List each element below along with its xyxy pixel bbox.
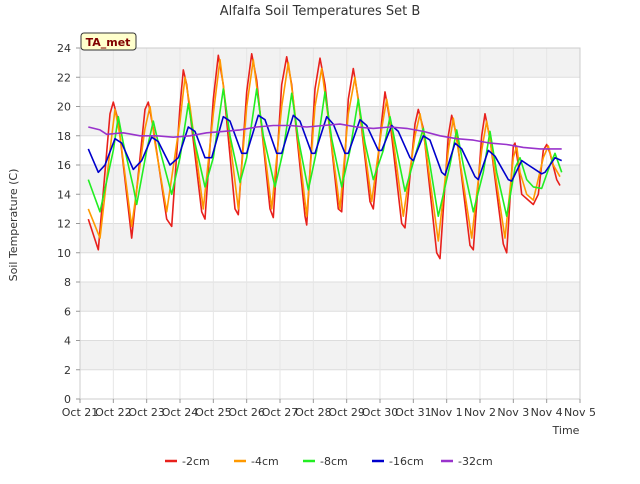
- legend-label: -2cm: [182, 455, 210, 468]
- x-tick-label: Nov 2: [464, 406, 496, 419]
- plot-band: [80, 48, 580, 78]
- legend-label: -8cm: [320, 455, 348, 468]
- y-tick-label: 6: [64, 305, 71, 318]
- y-tick-label: 22: [57, 71, 71, 84]
- y-tick-label: 14: [57, 188, 71, 201]
- y-tick-label: 2: [64, 364, 71, 377]
- x-tick-label: Oct 26: [228, 406, 265, 419]
- x-tick-label: Oct 29: [328, 406, 365, 419]
- x-tick-label: Nov 3: [497, 406, 529, 419]
- legend-label: -32cm: [458, 455, 493, 468]
- series-line: [87, 58, 561, 242]
- legend-label: -4cm: [251, 455, 279, 468]
- y-tick-label: 18: [57, 130, 71, 143]
- x-tick-label: Nov 5: [564, 406, 596, 419]
- plot-band: [80, 223, 580, 253]
- series-line: [87, 52, 561, 260]
- x-tick-label: Oct 24: [162, 406, 199, 419]
- legend-label: -16cm: [389, 455, 424, 468]
- y-tick-label: 16: [57, 159, 71, 172]
- x-tick-label: Oct 30: [362, 406, 399, 419]
- plot-band: [80, 340, 580, 370]
- badge-label: TA_met: [86, 36, 131, 49]
- chart-title: Alfalfa Soil Temperatures Set B: [220, 4, 421, 19]
- x-tick-label: Oct 22: [95, 406, 132, 419]
- x-axis-label: Time: [552, 424, 580, 437]
- y-tick-label: 8: [64, 276, 71, 289]
- y-tick-label: 24: [57, 42, 71, 55]
- x-tick-label: Oct 28: [295, 406, 332, 419]
- series-line: [88, 123, 562, 150]
- x-tick-label: Oct 27: [262, 406, 299, 419]
- y-tick-label: 20: [57, 101, 71, 114]
- chart-legend: -2cm -4cm -8cm -16cm -32cm: [165, 455, 493, 468]
- series-line: [87, 88, 563, 217]
- y-tick-label: 10: [57, 247, 71, 260]
- badge-box: [80, 32, 137, 51]
- y-tick-label: 4: [64, 335, 71, 348]
- y-tick-label: 0: [64, 393, 71, 406]
- ta-met-badge: TA_met: [80, 32, 137, 51]
- plot-band: [80, 165, 580, 195]
- x-tick-label: Oct 31: [395, 406, 432, 419]
- x-tick-label: Oct 23: [128, 406, 165, 419]
- plot-series-lines: [87, 52, 563, 260]
- plot-band: [80, 282, 580, 312]
- y-tick-label: 12: [57, 218, 71, 231]
- x-tick-label: Oct 21: [62, 406, 99, 419]
- x-tick-label: Oct 25: [195, 406, 232, 419]
- x-tick-label: Nov 4: [531, 406, 563, 419]
- y-axis-label: Soil Temperature (C): [7, 169, 20, 282]
- x-tick-label: Nov 1: [431, 406, 463, 419]
